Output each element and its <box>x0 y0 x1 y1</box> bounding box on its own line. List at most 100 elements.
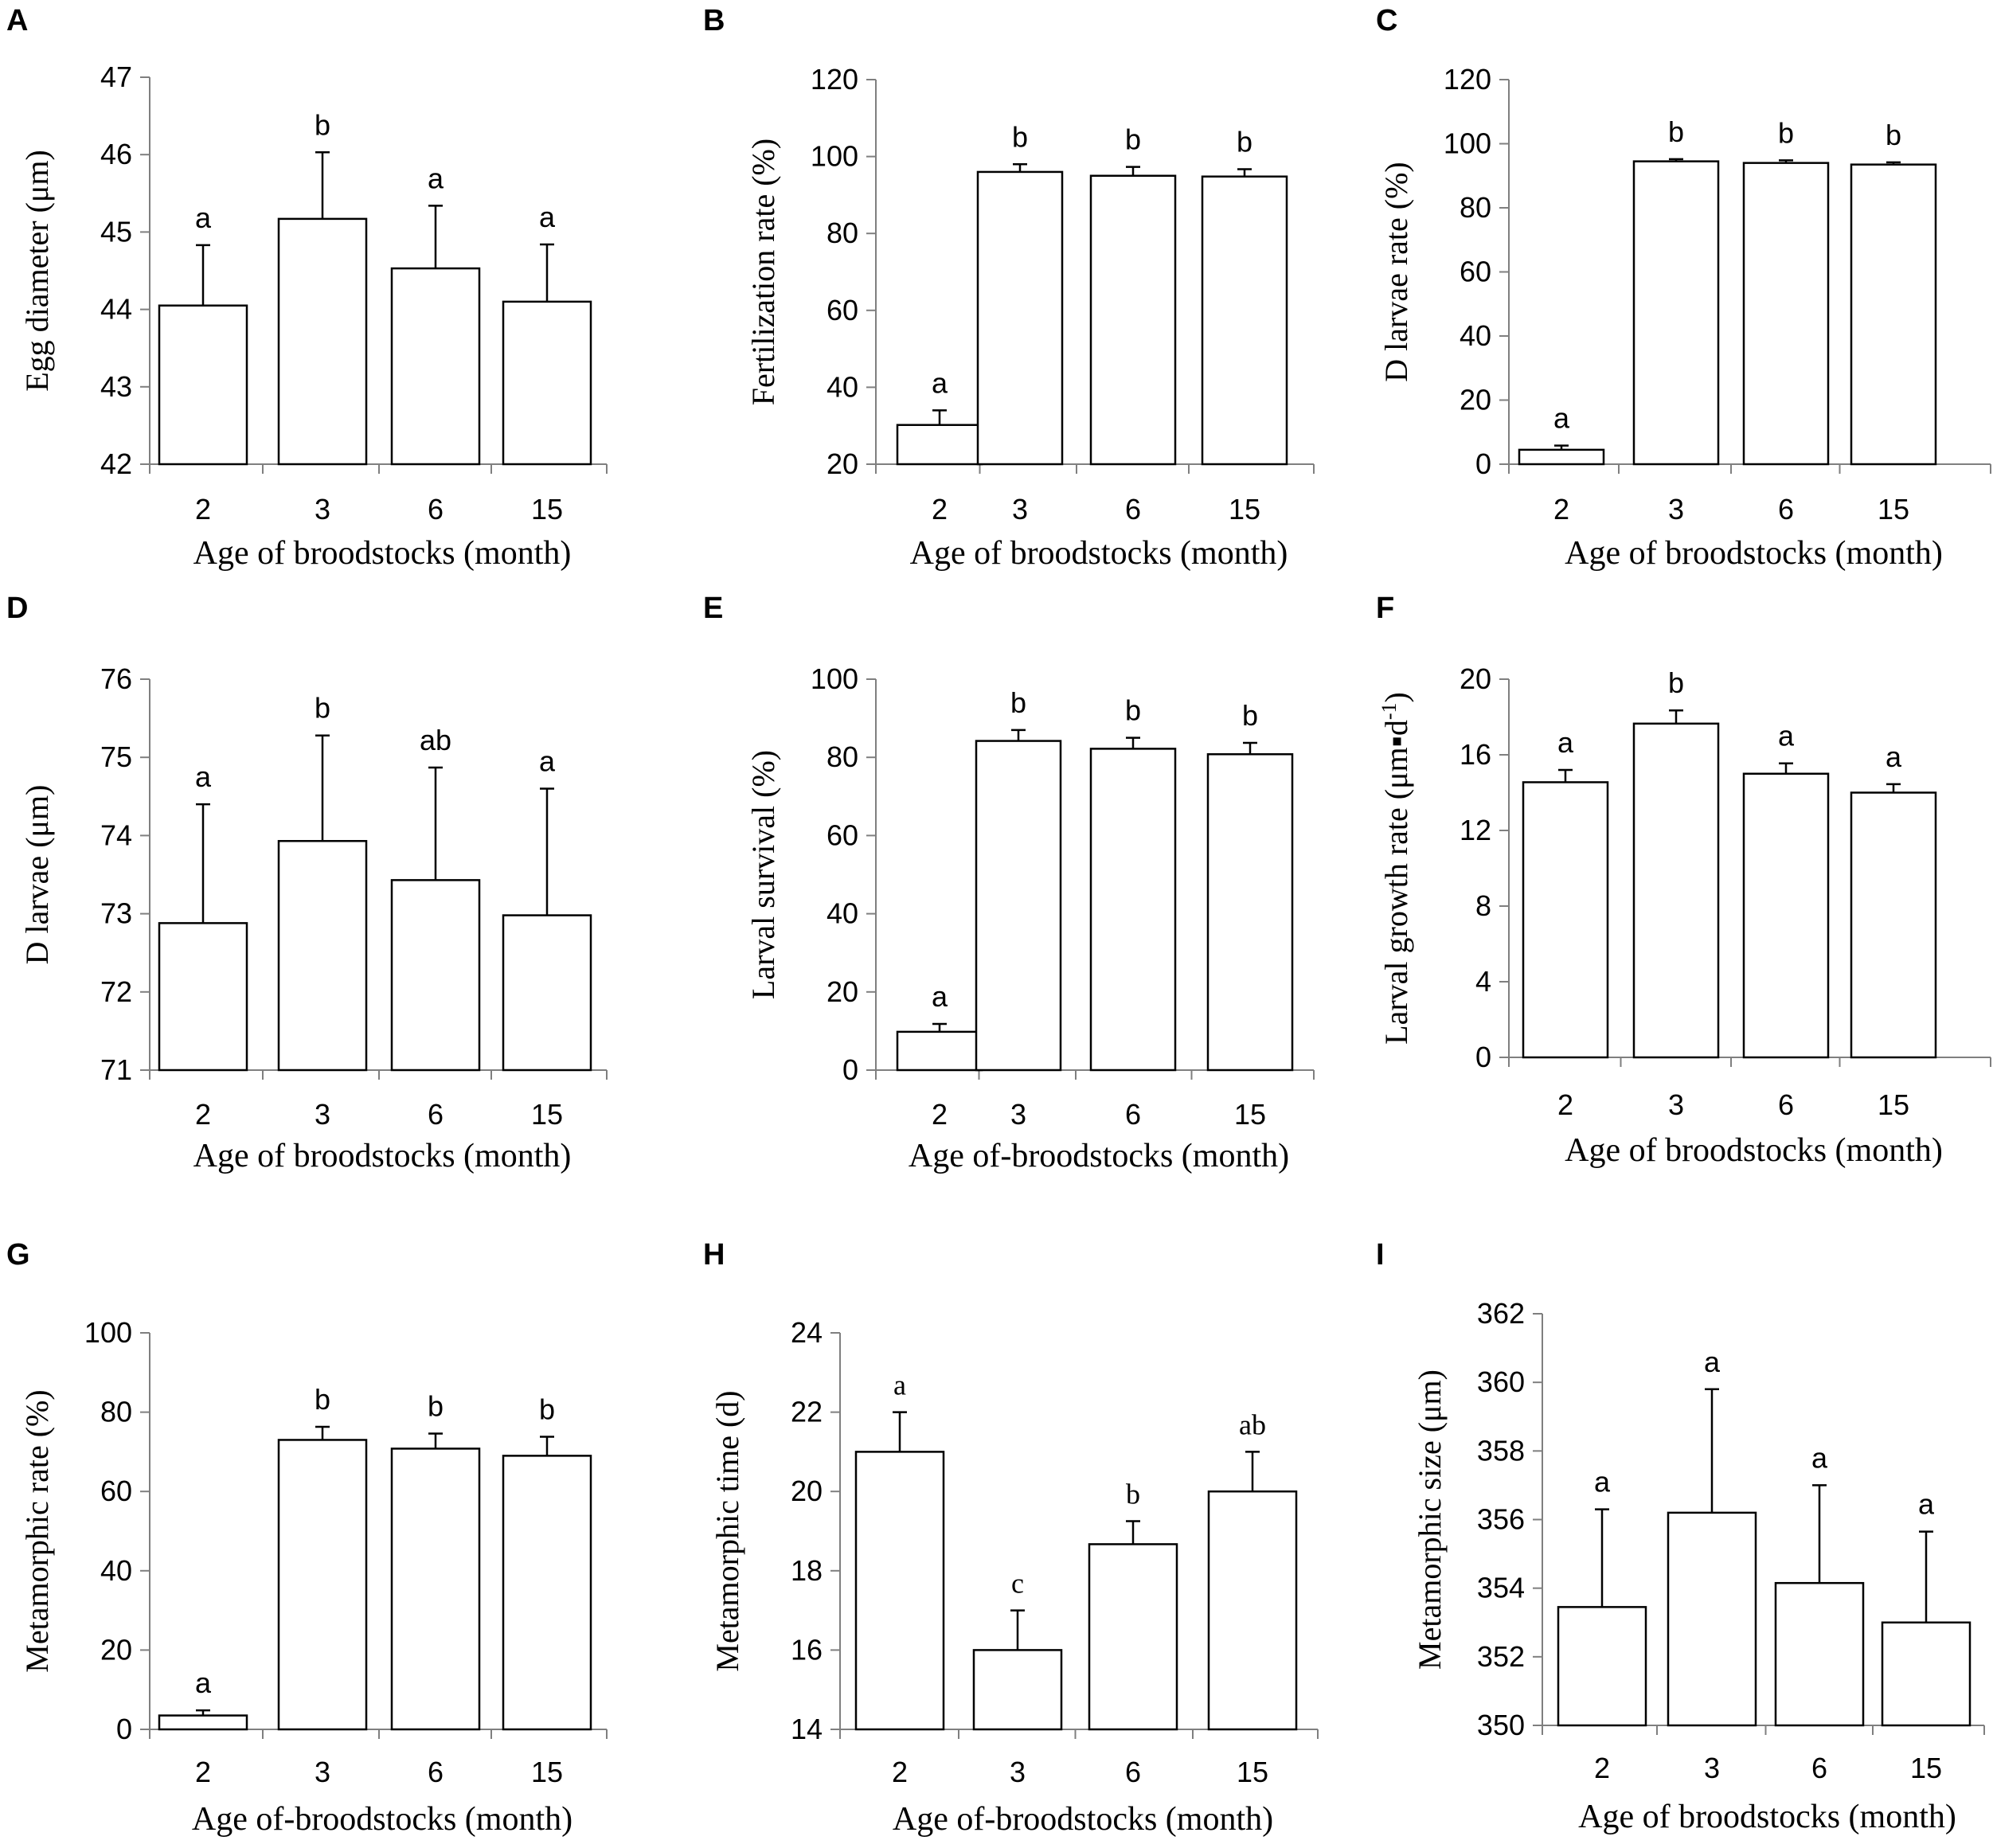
x-tick-label: 2 <box>932 1098 948 1131</box>
y-axis-label-end: ) <box>1378 692 1414 702</box>
x-tick-label: 6 <box>1125 1756 1141 1788</box>
x-tick-label: 15 <box>531 493 563 525</box>
significance-label: b <box>315 692 330 725</box>
chart-panel-b: B 20 40 60 80 100 120 a 2 b 3 b 6 b 15 Age of broodstoc… <box>703 4 1315 572</box>
x-tick-label: 2 <box>195 1756 211 1788</box>
bar <box>277 1439 368 1731</box>
x-axis-label: Age of broodstocks (month) <box>1565 535 1943 572</box>
significance-label: b <box>1126 1479 1140 1510</box>
y-tick-label: 360 <box>1477 1365 1525 1398</box>
significance-label: a <box>539 201 556 233</box>
bar <box>976 170 1064 466</box>
y-tick-label: 40 <box>827 370 858 403</box>
y-tick-label: 71 <box>100 1053 132 1086</box>
significance-label: b <box>1886 119 1901 151</box>
significance-label: a <box>539 744 556 777</box>
bar <box>854 1451 945 1731</box>
x-tick-label: 2 <box>195 493 211 525</box>
chart-panel-h: H 14 16 18 20 22 24 a 2 c 3 b 6 ab 15 Age of-broodstock… <box>703 1238 1319 1838</box>
x-tick-label: 6 <box>428 1098 444 1131</box>
bar <box>277 840 368 1072</box>
y-tick-label: 0 <box>1475 447 1491 480</box>
x-tick-label: 3 <box>1010 1756 1026 1788</box>
y-tick-label: 0 <box>1475 1041 1491 1073</box>
x-axis-label: Age of broodstocks (month) <box>1565 1132 1943 1169</box>
significance-label: a <box>1553 402 1570 435</box>
y-tick-label: 45 <box>100 215 132 248</box>
y-tick-label: 42 <box>100 447 132 480</box>
significance-label: a <box>1811 1441 1828 1474</box>
x-tick-label: 15 <box>531 1756 563 1788</box>
x-tick-label: 2 <box>932 493 948 525</box>
y-tick-label: 20 <box>827 975 858 1008</box>
x-tick-label: 3 <box>315 1098 330 1131</box>
significance-label: a <box>1594 1466 1611 1498</box>
panel-letter: F <box>1376 592 1394 625</box>
significance-label: b <box>1668 666 1684 699</box>
significance-label: a <box>1778 720 1795 752</box>
bar <box>158 922 248 1072</box>
bar <box>896 1030 983 1072</box>
y-tick-label: 16 <box>1460 738 1491 771</box>
x-tick-label: 3 <box>1704 1752 1720 1784</box>
bar <box>1207 1490 1298 1731</box>
chart-panel-d: D 71 72 73 74 75 76 a 2 b 3 ab 6 a 15 Age of broodstock… <box>6 592 608 1174</box>
y-tick-label: 350 <box>1477 1709 1525 1741</box>
bar <box>1632 160 1720 466</box>
y-tick-label: 16 <box>791 1633 823 1666</box>
y-tick-label: 120 <box>811 63 858 96</box>
bar <box>1089 748 1177 1072</box>
x-tick-label: 2 <box>892 1756 908 1788</box>
x-axis-label: Age of broodstocks (month) <box>193 1138 572 1174</box>
bar <box>1201 175 1288 466</box>
y-tick-label: 18 <box>791 1554 823 1587</box>
bar <box>390 1448 481 1731</box>
y-axis-label: Metamorphic time (d) <box>709 1390 745 1671</box>
y-tick-label: 120 <box>1444 63 1491 96</box>
bar <box>1850 791 1937 1059</box>
significance-label: a <box>893 1369 906 1401</box>
panel-letter: G <box>6 1238 30 1272</box>
significance-label: b <box>539 1393 555 1425</box>
panel-letter: A <box>6 4 28 37</box>
panel-letter: H <box>703 1238 725 1272</box>
x-tick-label: 3 <box>1668 1088 1684 1121</box>
y-tick-label: 100 <box>84 1316 132 1349</box>
y-tick-label: 100 <box>1444 127 1491 160</box>
y-tick-label: 40 <box>827 897 858 930</box>
x-tick-label: 6 <box>1125 493 1141 525</box>
y-tick-label: 60 <box>827 819 858 851</box>
x-tick-label: 6 <box>1125 1098 1141 1131</box>
y-tick-label: 22 <box>791 1396 823 1428</box>
y-tick-label: 80 <box>827 740 858 773</box>
y-tick-label: 60 <box>100 1475 132 1507</box>
y-tick-label: 74 <box>100 819 132 851</box>
significance-label: a <box>1918 1488 1935 1521</box>
bar <box>1742 162 1830 466</box>
significance-label: b <box>1125 123 1141 156</box>
significance-label: a <box>1557 726 1574 759</box>
y-tick-label: 0 <box>842 1053 858 1086</box>
bar <box>896 424 983 466</box>
significance-label: b <box>1778 116 1794 149</box>
y-tick-label: 12 <box>1460 814 1491 846</box>
y-tick-label: 20 <box>827 447 858 480</box>
y-tick-label: 100 <box>811 140 858 173</box>
x-tick-label: 3 <box>1010 1098 1026 1131</box>
y-tick-label: 20 <box>1460 662 1491 695</box>
x-tick-label: 15 <box>1878 1088 1909 1121</box>
x-axis-label: Age of-broodstocks (month) <box>192 1801 572 1838</box>
y-axis-label: Larval growth rate (μm▪d-1) <box>1378 692 1414 1045</box>
y-tick-label: 60 <box>1460 256 1491 288</box>
significance-label: a <box>195 201 212 234</box>
significance-label: a <box>932 366 948 399</box>
significance-label: a <box>1886 740 1902 773</box>
y-tick-label: 72 <box>100 975 132 1008</box>
bar <box>1089 174 1177 466</box>
x-tick-label: 6 <box>1811 1752 1827 1784</box>
significance-label: b <box>1125 694 1141 727</box>
chart-panel-a: A 42 43 44 45 46 47 a 2 b 3 a 6 a 15 Age of broodstocks… <box>6 4 608 572</box>
y-tick-label: 73 <box>100 897 132 930</box>
y-tick-label: 46 <box>100 138 132 170</box>
